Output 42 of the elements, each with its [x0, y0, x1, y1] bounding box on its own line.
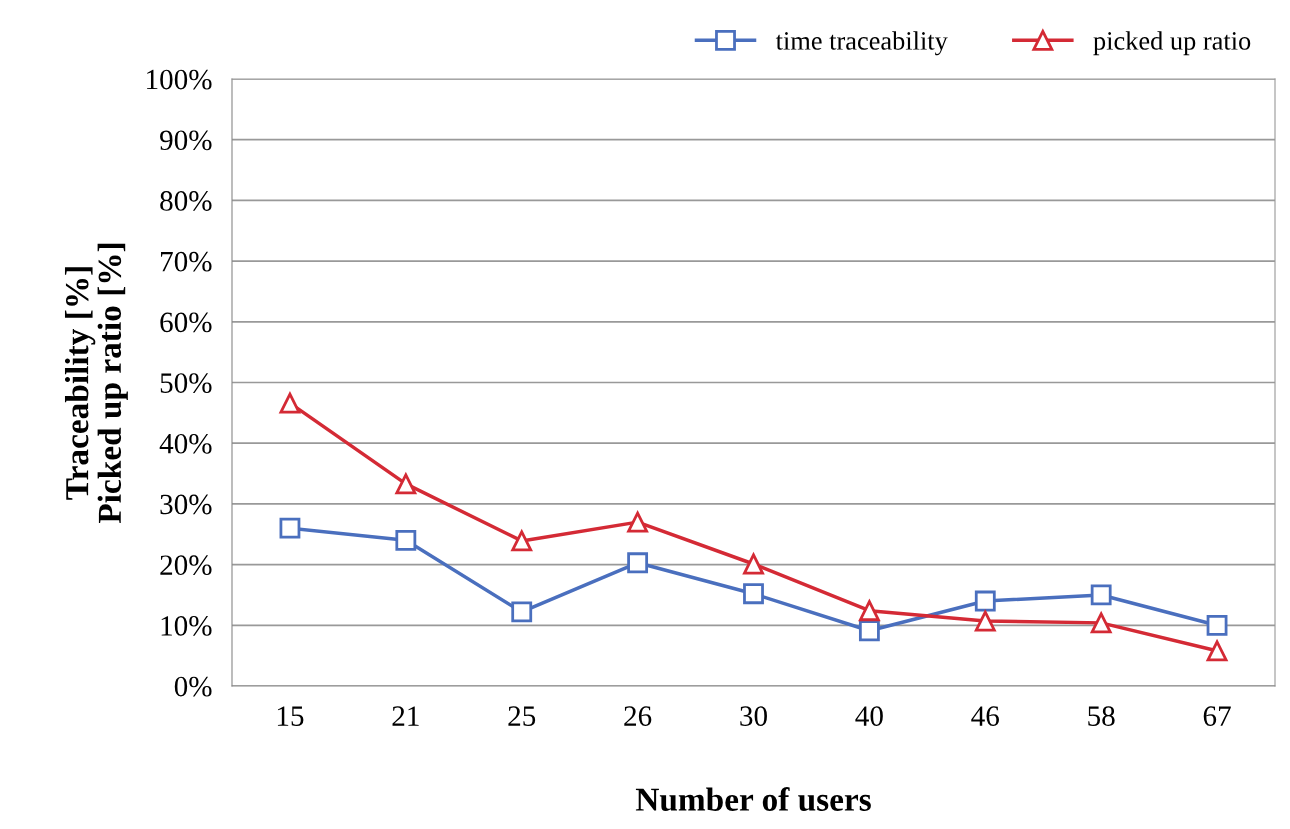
point: [1090, 612, 1112, 634]
x-tick-label: 30: [740, 706, 767, 726]
legend-label: picked up ratio: [1093, 31, 1251, 56]
y-tick-label: 50%: [160, 373, 212, 393]
x-tick-label: 21: [392, 706, 419, 726]
point: [627, 511, 649, 533]
legend-label: time traceability: [775, 31, 948, 56]
x-tick-label: 15: [277, 706, 304, 726]
x-tick-label: 26: [624, 706, 652, 726]
x-tick-label: 46: [971, 706, 999, 726]
y-tick-label: 70%: [161, 251, 212, 272]
point: [1206, 614, 1228, 636]
x-tick-label: 40: [855, 706, 883, 726]
y-tick-label: 90%: [160, 130, 212, 151]
point: [858, 600, 880, 622]
x-tick-label: 58: [1088, 706, 1115, 726]
point: [743, 583, 764, 605]
x-axis-title: Number of users: [635, 787, 871, 811]
y-tick-label: 10%: [161, 616, 212, 636]
y-tick-label: 100%: [147, 69, 212, 90]
y-axis-title: Traceability [%] Picked up ratio [%]: [64, 243, 128, 524]
y-tick-label: 30%: [160, 494, 212, 515]
x-tick-label: 67: [1203, 706, 1231, 726]
point: [510, 528, 533, 552]
y-tick-label: 20%: [160, 555, 212, 576]
point: [395, 529, 417, 551]
point: [1206, 640, 1228, 662]
point: [1090, 584, 1112, 606]
point: [395, 473, 417, 495]
y-tick-label: 60%: [160, 312, 212, 333]
y-tick-label: 0%: [174, 676, 212, 697]
point: [627, 552, 649, 574]
point: [974, 590, 996, 612]
point: [279, 392, 301, 414]
point: [858, 620, 880, 642]
y-tick-label: 40%: [159, 433, 212, 454]
point: [511, 601, 533, 623]
point: [974, 610, 996, 632]
point: [742, 551, 765, 575]
x-tick-label: 25: [508, 706, 536, 726]
y-tick-label: 80%: [160, 191, 212, 211]
point: [279, 517, 301, 539]
